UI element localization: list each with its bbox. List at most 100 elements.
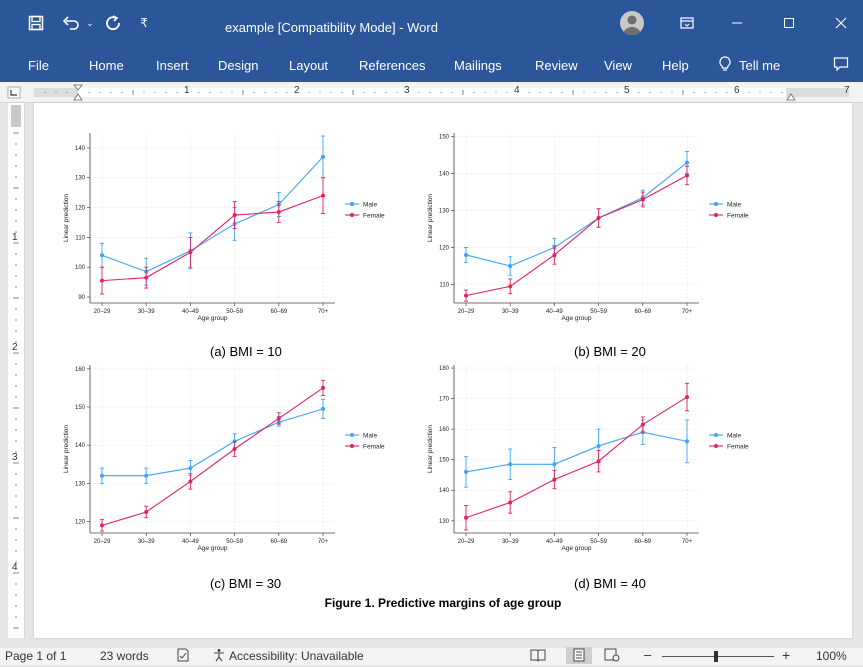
web-layout-icon[interactable] xyxy=(604,648,620,665)
minimize-icon[interactable] xyxy=(726,12,748,34)
y-tick-label: 90 xyxy=(78,295,85,301)
document-page[interactable]: 90 100 110 120 130 140 20–29 30–39 40–49 50–59 60–… xyxy=(34,103,852,638)
y-tick-label: 130 xyxy=(75,176,86,182)
accessibility-icon[interactable] xyxy=(212,648,226,665)
data-point xyxy=(640,197,645,202)
legend-marker xyxy=(714,444,718,448)
y-tick-label: 160 xyxy=(75,367,86,373)
hanging-indent-marker[interactable] xyxy=(73,93,83,101)
tab-design[interactable]: Design xyxy=(218,58,259,73)
series-male xyxy=(464,151,689,276)
ribbon-display-options-icon[interactable] xyxy=(676,12,698,34)
tab-insert[interactable]: Insert xyxy=(156,58,189,73)
legend-marker xyxy=(350,202,354,206)
legend-marker xyxy=(714,433,718,437)
series-male xyxy=(100,135,325,286)
x-axis-label: Age group xyxy=(562,545,592,552)
y-tick-label: 110 xyxy=(439,283,449,289)
data-point xyxy=(100,473,104,478)
maximize-icon[interactable] xyxy=(778,12,800,34)
series-line xyxy=(465,431,688,473)
tell-me-search[interactable]: Tell me xyxy=(739,58,781,73)
legend-marker xyxy=(350,444,354,448)
x-tick-label: 30–39 xyxy=(138,309,155,315)
zoom-slider-thumb[interactable] xyxy=(714,651,718,662)
print-layout-icon[interactable] xyxy=(566,647,592,664)
data-point xyxy=(144,510,149,514)
x-tick-label: 60–69 xyxy=(270,539,287,545)
redo-icon[interactable] xyxy=(102,12,124,34)
figure-caption-a: (a) BMI = 10 xyxy=(210,344,282,359)
horizontal-ruler[interactable]: 1 2 3 4 5 6 7 xyxy=(0,82,863,103)
data-point xyxy=(464,515,468,520)
tab-review[interactable]: Review xyxy=(535,58,578,73)
first-line-indent-marker[interactable] xyxy=(73,84,83,91)
series-line xyxy=(101,387,324,526)
y-tick-label: 180 xyxy=(439,366,450,372)
tab-help[interactable]: Help xyxy=(662,58,689,73)
tab-view[interactable]: View xyxy=(604,58,632,73)
ruler-number: 7 xyxy=(844,85,850,96)
data-point xyxy=(685,439,689,444)
tab-layout[interactable]: Layout xyxy=(289,58,329,73)
page-count[interactable]: Page 1 of 1 xyxy=(5,649,67,663)
word-count[interactable]: 23 words xyxy=(100,649,149,663)
accessibility-status[interactable]: Accessibility: Unavailable xyxy=(229,649,364,663)
zoom-in-button[interactable]: + xyxy=(782,647,791,663)
save-icon[interactable] xyxy=(24,12,48,34)
right-indent-marker[interactable] xyxy=(786,93,796,101)
data-point xyxy=(685,395,689,400)
legend-label: Male xyxy=(727,202,741,209)
data-point xyxy=(508,264,513,269)
y-tick-label: 170 xyxy=(439,397,450,403)
chart-panel-2: 120 130 140 150 160 20–29 30–39 40–49 50–59 60–69… xyxy=(63,365,385,552)
tab-references[interactable]: References xyxy=(359,58,426,73)
y-axis-label: Linear prediction xyxy=(427,425,434,473)
close-icon[interactable] xyxy=(830,12,852,34)
data-point xyxy=(144,473,149,478)
x-tick-label: 40–49 xyxy=(182,309,199,315)
y-tick-label: 140 xyxy=(75,146,86,152)
x-tick-label: 50–59 xyxy=(590,539,607,545)
data-point xyxy=(596,459,601,464)
data-point xyxy=(100,523,104,528)
y-tick-label: 130 xyxy=(75,481,86,487)
read-mode-icon[interactable] xyxy=(530,648,546,665)
tab-mailings[interactable]: Mailings xyxy=(454,58,502,73)
data-point xyxy=(276,210,281,215)
series-female xyxy=(100,379,325,532)
ruler-number: 2 xyxy=(294,85,300,96)
lightbulb-icon[interactable] xyxy=(719,56,731,75)
chart-panel-3: 130 140 150 160 170 180 20–29 30–39 40–49 50–59 60… xyxy=(427,365,749,552)
figure-caption-b: (b) BMI = 20 xyxy=(574,344,646,359)
x-tick-label: 60–69 xyxy=(634,309,651,315)
vertical-ruler[interactable]: 1 2 3 4 xyxy=(8,103,25,638)
y-tick-label: 120 xyxy=(439,246,450,252)
tab-file[interactable]: File xyxy=(28,58,49,73)
undo-dropdown-icon[interactable]: ⌄ xyxy=(86,17,94,28)
legend-marker xyxy=(350,433,354,437)
zoom-slider[interactable] xyxy=(662,656,774,657)
x-tick-label: 40–49 xyxy=(546,309,563,315)
y-tick-label: 150 xyxy=(439,135,450,141)
y-axis-label: Linear prediction xyxy=(427,194,434,242)
data-point xyxy=(144,275,149,280)
data-point xyxy=(232,213,237,218)
proofing-icon[interactable] xyxy=(176,648,190,665)
y-tick-label: 100 xyxy=(75,265,86,271)
account-avatar[interactable] xyxy=(620,11,644,35)
figure-charts: 90 100 110 120 130 140 20–29 30–39 40–49 50–59 60–… xyxy=(63,133,749,552)
comments-icon[interactable] xyxy=(833,56,849,75)
x-tick-label: 40–49 xyxy=(182,539,199,545)
zoom-level[interactable]: 100% xyxy=(816,649,847,663)
series-line xyxy=(101,156,324,273)
undo-icon[interactable] xyxy=(60,12,82,34)
data-point xyxy=(464,252,468,257)
tab-home[interactable]: Home xyxy=(89,58,124,73)
window-title: example [Compatibility Mode] - Word xyxy=(225,20,438,35)
zoom-out-button[interactable]: – xyxy=(644,647,652,662)
tab-selector[interactable] xyxy=(7,86,21,99)
customize-quick-access-icon[interactable]: ₹ xyxy=(140,16,148,30)
vertical-ruler-scale xyxy=(11,105,21,629)
x-axis-label: Age group xyxy=(562,315,592,322)
